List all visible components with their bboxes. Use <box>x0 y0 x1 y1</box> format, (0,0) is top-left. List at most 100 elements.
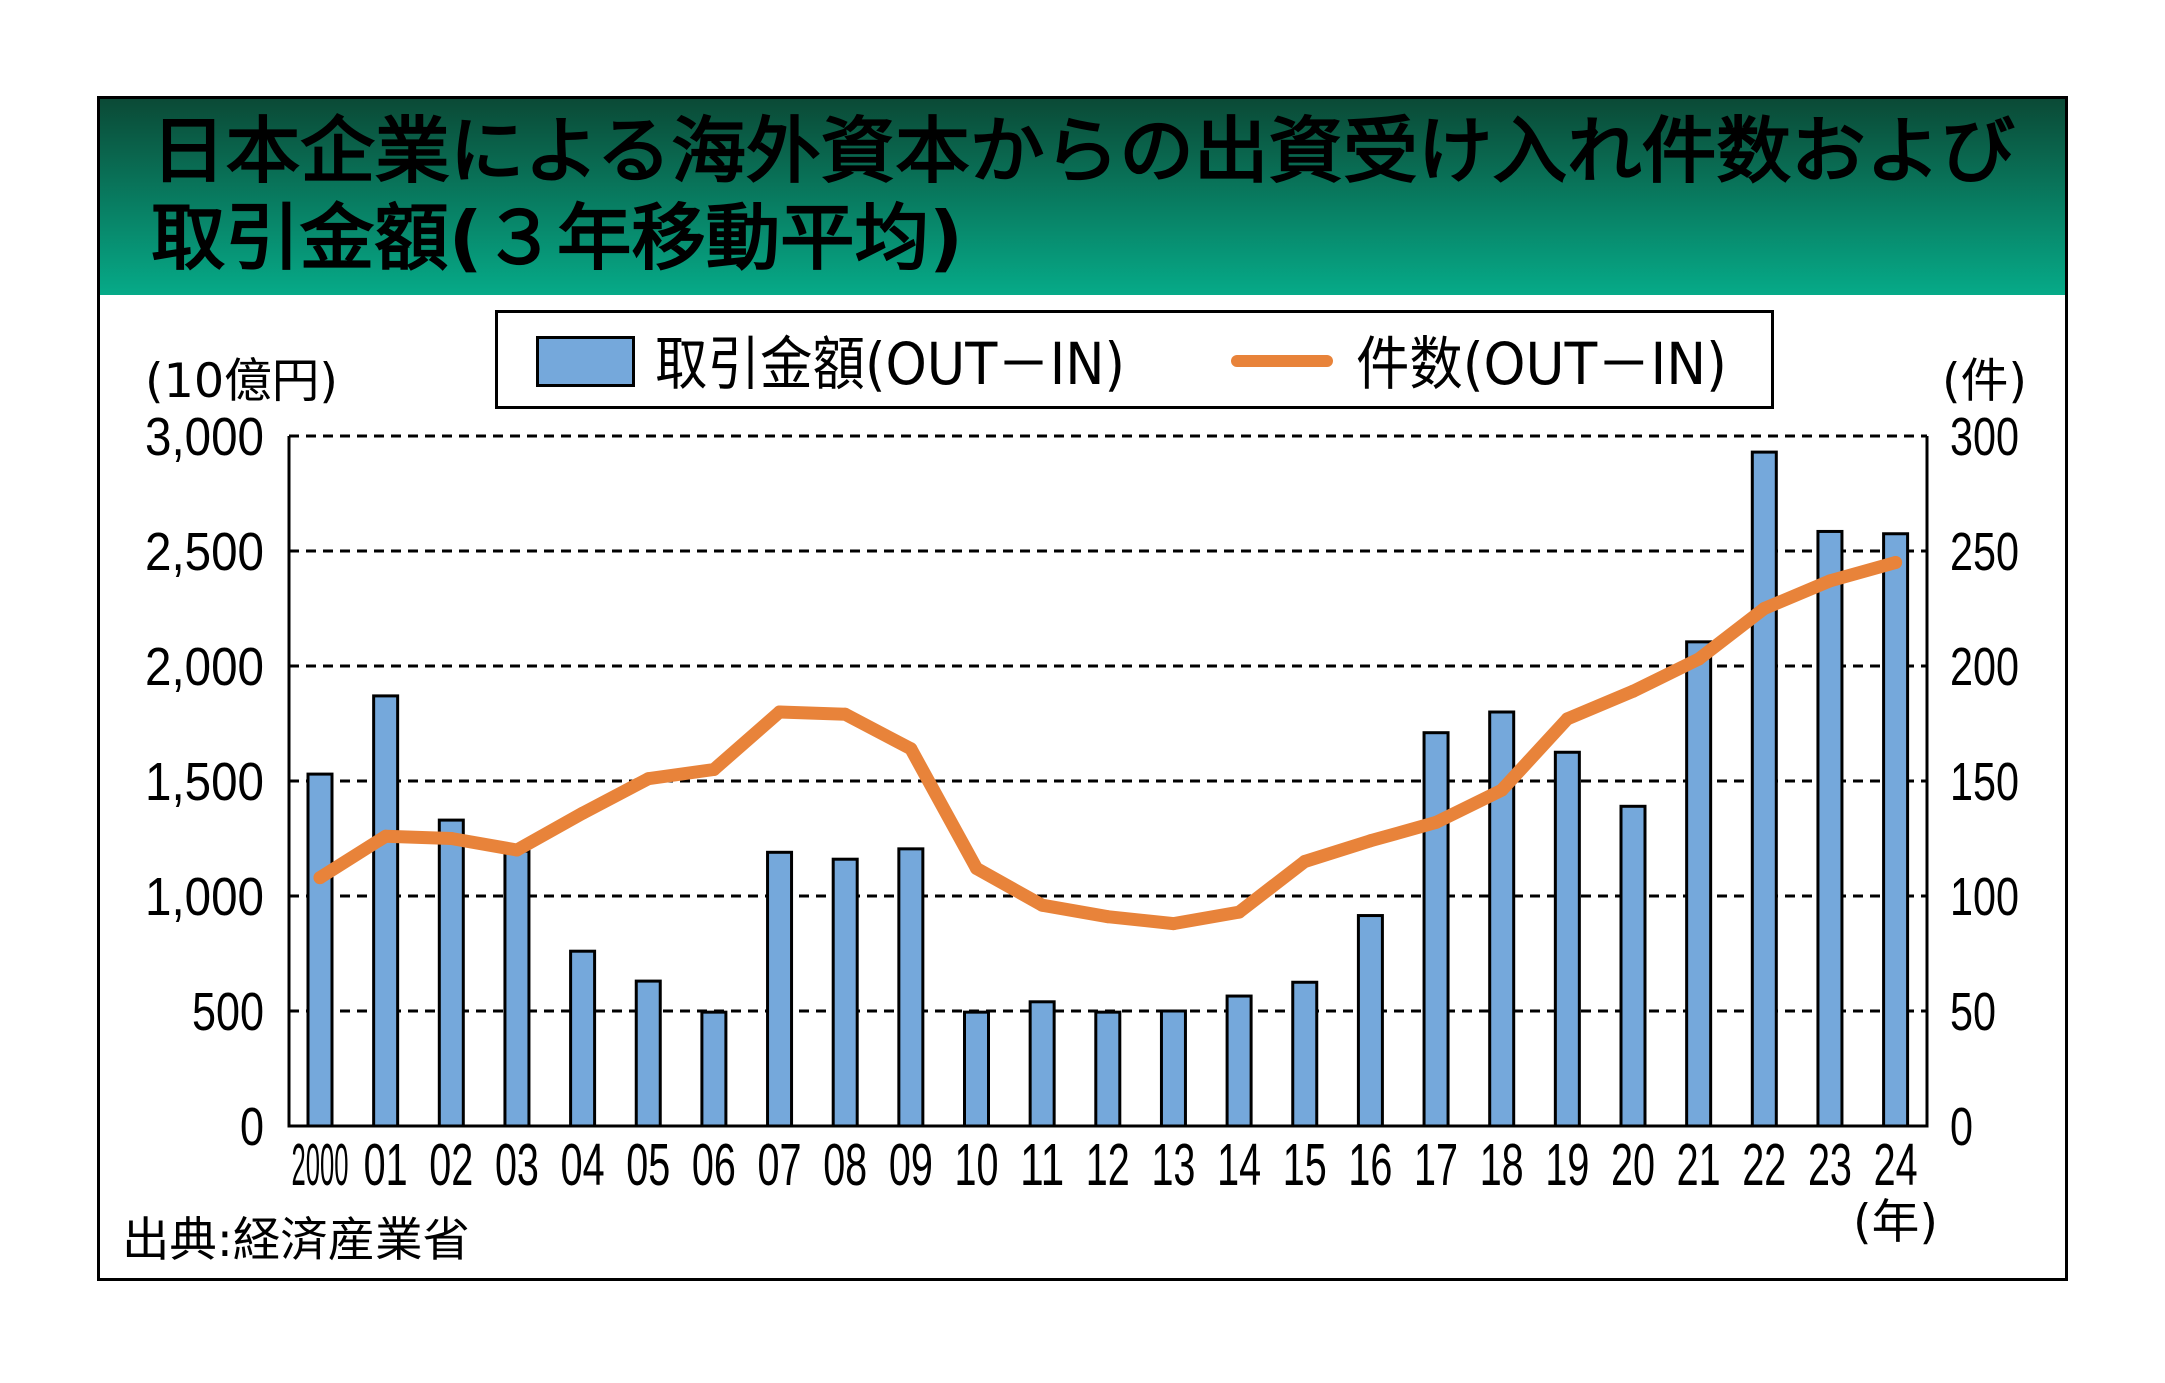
x-tick-label: 12 <box>1086 1132 1130 1198</box>
y-tick-label-right: 250 <box>1950 522 2019 582</box>
count-point <box>1560 712 1574 726</box>
y-tick-label-right: 200 <box>1950 637 2019 697</box>
amount-bar <box>1816 529 1844 1128</box>
count-point <box>1692 652 1706 666</box>
y-axis-right-ticks: 0 50 100 150 200 250 300 <box>1950 407 2019 1157</box>
x-tick-label: 21 <box>1677 1132 1721 1198</box>
x-tick-label: 13 <box>1151 1132 1195 1198</box>
chart-frame <box>97 96 2068 1281</box>
amount-bars <box>306 450 1910 1128</box>
count-point <box>1889 556 1903 569</box>
x-tick-label: 03 <box>495 1132 539 1198</box>
y-tick-label-left: 3,000 <box>145 407 264 467</box>
amount-bar <box>1094 1010 1122 1128</box>
count-point <box>313 871 327 885</box>
y-axis-left-ticks: 0 500 1,000 1,500 2,000 2,500 3,000 <box>145 407 264 1157</box>
amount-bar <box>1356 914 1384 1128</box>
chart-title-line-1: 日本企業による海外資本からの出資受け入れ件数および <box>151 109 2015 193</box>
x-tick-label: 17 <box>1414 1132 1458 1198</box>
count-point <box>1035 898 1049 912</box>
y-tick-label-left: 2,000 <box>145 637 264 697</box>
y-tick-label-left: 0 <box>240 1097 264 1157</box>
amount-bar <box>503 849 531 1128</box>
amount-bar <box>1422 731 1450 1128</box>
x-tick-label: 20 <box>1611 1132 1655 1198</box>
count-point <box>707 763 721 776</box>
x-tick-label: 10 <box>955 1132 999 1198</box>
count-point <box>1101 910 1115 924</box>
y-axis-right-unit: (件) <box>1942 354 2027 409</box>
legend-label-amount: 取引金額(OUT－IN) <box>655 330 1125 398</box>
count-point <box>904 742 918 756</box>
x-tick-label: 05 <box>626 1132 670 1198</box>
amount-bar <box>897 847 925 1128</box>
amount-bar <box>1159 1009 1187 1128</box>
header-band <box>99 99 2066 295</box>
count-point <box>1495 783 1509 797</box>
count-point <box>379 829 393 843</box>
chart-title-line-2: 取引金額(３年移動平均) <box>151 196 963 280</box>
count-point <box>1429 815 1443 829</box>
count-point <box>1626 684 1640 698</box>
x-tick-label: 09 <box>889 1132 933 1198</box>
x-tick-label: 04 <box>561 1132 605 1198</box>
x-tick-label: 01 <box>364 1132 408 1198</box>
amount-bar <box>1750 450 1778 1128</box>
y-tick-label-left: 1,500 <box>145 752 264 812</box>
amount-bar <box>766 850 794 1128</box>
legend-label-count: 件数(OUT－IN) <box>1356 330 1727 398</box>
amount-bar <box>372 694 400 1128</box>
y-tick-label-left: 1,000 <box>145 867 264 927</box>
x-tick-label: 2000 <box>292 1132 349 1198</box>
count-point <box>641 772 655 786</box>
y-tick-label-right: 0 <box>1950 1097 1973 1157</box>
count-point <box>510 843 524 857</box>
x-tick-label: 07 <box>758 1132 802 1198</box>
amount-bar <box>569 949 597 1128</box>
count-point <box>838 707 852 721</box>
y-tick-label-left: 500 <box>192 982 264 1042</box>
count-point <box>1166 917 1180 931</box>
amount-bar <box>1685 640 1713 1128</box>
x-tick-label: 02 <box>429 1132 473 1198</box>
count-point <box>1757 602 1771 615</box>
amount-bar <box>306 772 334 1128</box>
x-tick-label: 23 <box>1808 1132 1852 1198</box>
amount-bar <box>1291 980 1319 1128</box>
source-note: 出典:経済産業省 <box>122 1213 470 1268</box>
amount-bar <box>700 1010 728 1128</box>
count-point <box>576 806 590 820</box>
x-tick-label: 24 <box>1874 1132 1918 1198</box>
legend: 取引金額(OUT－IN) 件数(OUT－IN) <box>495 310 1774 409</box>
y-axis-left-unit: (10億円) <box>145 354 338 409</box>
count-point <box>1823 574 1837 588</box>
x-tick-label: 19 <box>1545 1132 1589 1198</box>
y-tick-label-right: 100 <box>1950 867 2019 927</box>
x-tick-label: 11 <box>1020 1132 1064 1198</box>
x-tick-label: 08 <box>823 1132 867 1198</box>
count-point <box>1363 834 1377 848</box>
amount-bar <box>831 857 859 1128</box>
x-tick-label: 18 <box>1480 1132 1524 1198</box>
y-tick-label-left: 2,500 <box>145 522 264 582</box>
x-axis-unit: (年) <box>1853 1195 1938 1250</box>
x-tick-label: 22 <box>1742 1132 1786 1198</box>
x-tick-label: 15 <box>1283 1132 1327 1198</box>
amount-bar <box>634 979 662 1128</box>
legend-bar-swatch-icon <box>536 336 635 387</box>
count-point <box>1298 855 1312 868</box>
y-tick-label-right: 300 <box>1950 407 2019 467</box>
count-point <box>444 832 458 845</box>
amount-bar <box>963 1010 990 1128</box>
count-point <box>970 861 983 875</box>
axes <box>287 436 1929 1128</box>
x-tick-label: 14 <box>1217 1132 1261 1198</box>
amount-bar <box>437 818 465 1128</box>
count-point <box>773 705 787 719</box>
count-point <box>1232 905 1246 919</box>
amount-bar <box>1225 994 1253 1128</box>
amount-bar <box>1028 1000 1056 1128</box>
y-tick-label-right: 150 <box>1950 752 2019 812</box>
